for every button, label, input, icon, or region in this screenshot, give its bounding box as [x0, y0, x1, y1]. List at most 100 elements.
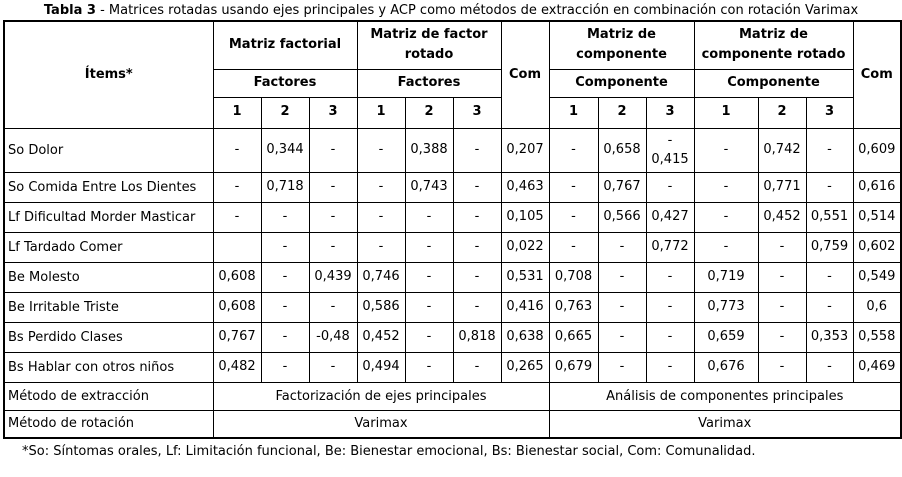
value-cell: - [356, 127, 406, 173]
item-label: Lf Dificultad Morder Masticar [3, 201, 214, 233]
value-cell: - [452, 291, 502, 323]
value-cell: - [308, 291, 358, 323]
value-cell: - [260, 261, 310, 293]
value-cell: - [645, 321, 695, 353]
value-cell: - [597, 321, 647, 353]
value-cell: - [597, 261, 647, 293]
value-cell: - [757, 291, 807, 323]
value-cell: 0,763 [548, 291, 599, 323]
value-cell: 0,818 [452, 321, 502, 353]
extraction-method-left-value: Factorización de ejes principales [212, 381, 550, 411]
rotation-method-row: Método de rotación Varimax Varimax [3, 409, 902, 439]
extraction-method-row: Método de extracción Factorización de ej… [3, 381, 902, 411]
value-cell: - [693, 231, 759, 263]
col-number: 3 [452, 96, 502, 129]
value-cell: 0,439 [308, 261, 358, 293]
col-number: 2 [597, 96, 647, 129]
value-cell: - [548, 171, 599, 203]
value-cell: - [452, 231, 502, 263]
value-cell: - [308, 351, 358, 383]
value-cell: 0,6 [852, 291, 902, 323]
items-header: Ítems* [3, 20, 214, 129]
value-cell: - [452, 351, 502, 383]
value-cell: 0,616 [852, 171, 902, 203]
value-cell: - [404, 261, 454, 293]
col-number: 1 [356, 96, 406, 129]
value-cell: 0,353 [805, 321, 854, 353]
value-cell: 0,558 [852, 321, 902, 353]
value-cell: 0,427 [645, 201, 695, 233]
factor-matrix-table: Ítems* Matriz factorial Matriz de factor… [3, 20, 902, 439]
table-footer: Método de extracción Factorización de ej… [3, 381, 902, 439]
value-cell: - [404, 351, 454, 383]
extraction-method-right-value: Análisis de componentes principales [548, 381, 902, 411]
table-row: Bs Hablar con otros niños 0,482- -0,494- -0… [3, 351, 902, 383]
value-cell: - [757, 321, 807, 353]
value-cell: 0,767 [212, 321, 262, 353]
value-cell: 0,105 [500, 201, 550, 233]
value-cell: - [308, 171, 358, 203]
value-cell: 0,566 [597, 201, 647, 233]
value-cell: - [805, 291, 854, 323]
value-cell: 0,658 [597, 127, 647, 173]
extraction-method-label: Método de extracción [3, 381, 214, 411]
value-cell: 0,207 [500, 127, 550, 173]
item-label: Be Molesto [3, 261, 214, 293]
value-cell: - [645, 351, 695, 383]
item-label: So Dolor [3, 127, 214, 173]
table-caption-text: - Matrices rotadas usando ejes principal… [95, 3, 859, 18]
value-cell: 0,718 [260, 171, 310, 203]
sub-header-componente-2: Componente [693, 68, 854, 98]
group-header-matriz-componente: Matriz de componente [548, 20, 695, 70]
value-cell: 0,514 [852, 201, 902, 233]
header-row-sub: Factores Factores Componente Componente [4, 68, 901, 98]
value-cell [212, 231, 262, 263]
value-cell: - [356, 201, 406, 233]
item-label: Be Irritable Triste [3, 291, 214, 323]
value-cell: - [805, 261, 854, 293]
value-cell: - [356, 171, 406, 203]
com-header-right: Com [852, 20, 902, 129]
value-cell: - [452, 127, 502, 173]
value-cell: 0,665 [548, 321, 599, 353]
table-row: Lf Dificultad Morder Masticar - - - - - -0,105… [3, 201, 902, 233]
value-cell: - [260, 231, 310, 263]
value-cell: 0,452 [356, 321, 406, 353]
value-cell: 0,759 [805, 231, 854, 263]
value-cell: - [597, 231, 647, 263]
header-row-groups: Ítems* Matriz factorial Matriz de factor… [3, 20, 902, 129]
col-number: 3 [805, 96, 854, 129]
value-cell: 0,463 [500, 171, 550, 203]
com-header-left: Com [500, 20, 550, 129]
col-number: 3 [645, 96, 695, 129]
value-cell: 0,452 [757, 201, 807, 233]
value-cell: - [260, 201, 310, 233]
col-number: 3 [308, 96, 358, 129]
item-label: Bs Perdido Clases [3, 321, 214, 353]
item-label: So Comida Entre Los Dientes [3, 171, 214, 203]
value-cell: 0,608 [212, 261, 262, 293]
table-body: So Dolor -0,344- -0,388-0,207-0,658- 0,415… [3, 127, 902, 383]
value-cell: - [757, 231, 807, 263]
value-cell: - [212, 201, 262, 233]
value-cell: 0,676 [693, 351, 759, 383]
value-cell: - [308, 231, 358, 263]
value-cell: 0,388 [404, 127, 454, 173]
value-cell: 0,719 [693, 261, 759, 293]
value-cell: 0,344 [260, 127, 310, 173]
table-caption-number: Tabla 3 [43, 3, 96, 18]
value-cell: - [404, 291, 454, 323]
value-cell: - [548, 231, 599, 263]
group-header-matriz-factor-rotado: Matriz de factor rotado [356, 20, 502, 70]
col-number: 2 [404, 96, 454, 129]
value-cell: - [693, 201, 759, 233]
value-cell: 0,551 [805, 201, 854, 233]
value-cell: - [452, 171, 502, 203]
sub-header-factores-2: Factores [356, 68, 502, 98]
table-row: Be Irritable Triste 0,608- -0,586- -0,416 0,… [3, 291, 902, 323]
value-cell: - [805, 127, 854, 173]
sub-header-componente-1: Componente [548, 68, 695, 98]
sub-header-factores-1: Factores [212, 68, 358, 98]
value-cell: - [452, 201, 502, 233]
